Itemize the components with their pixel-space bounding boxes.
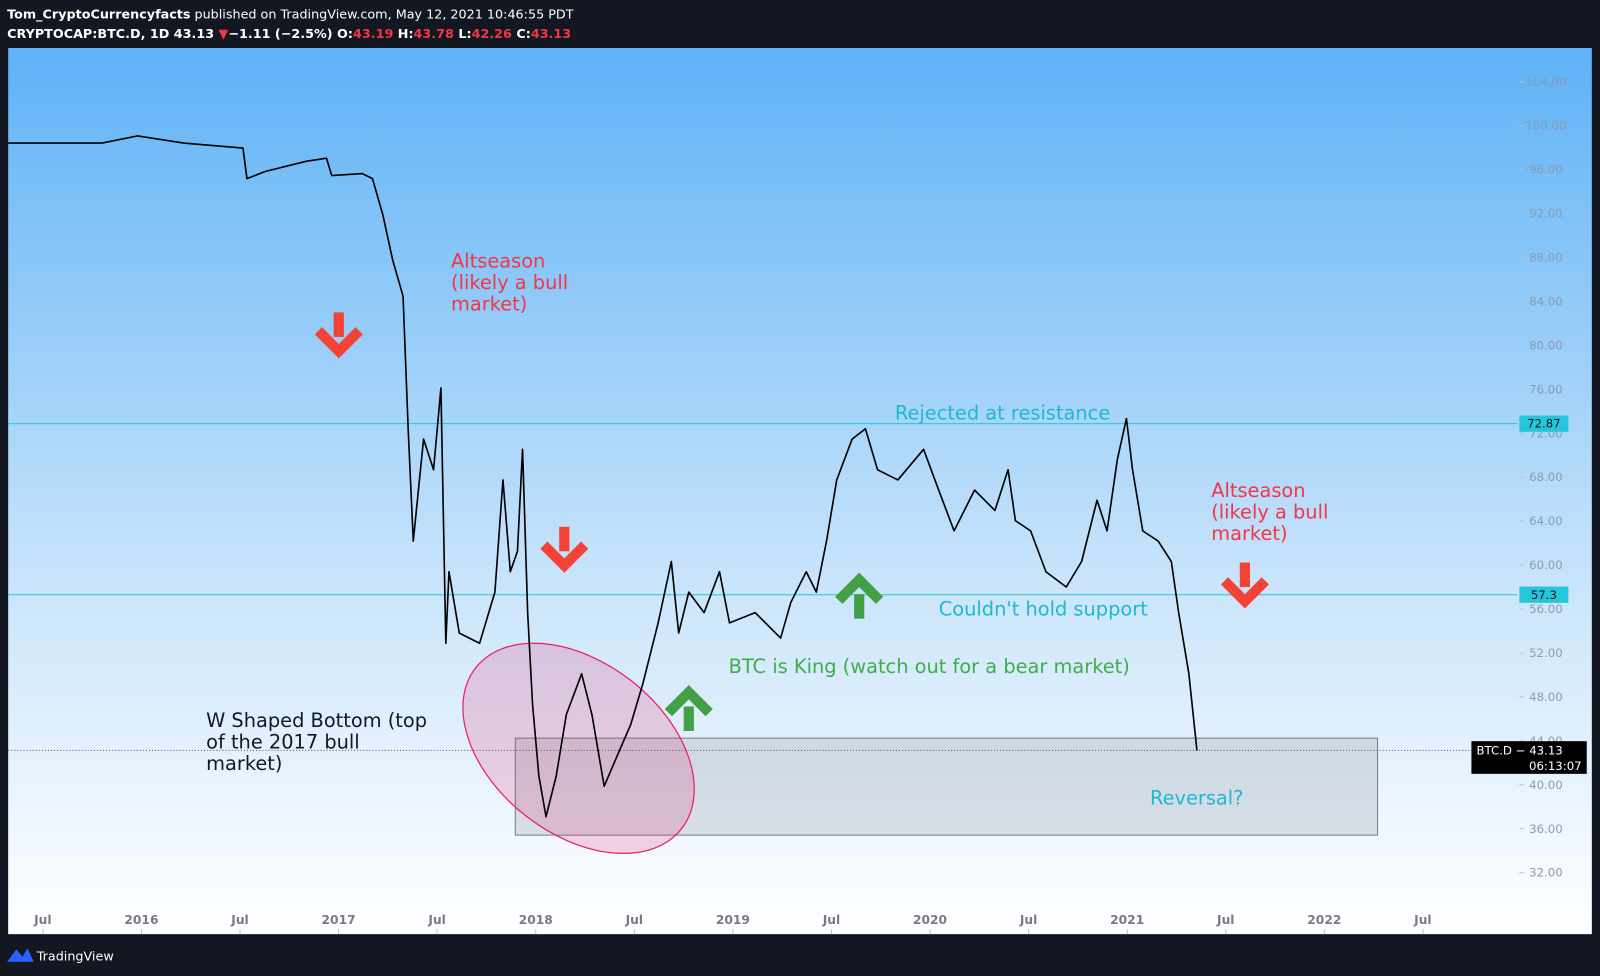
y-tick-label: 32.00 (1529, 866, 1563, 880)
x-tick-label: Jul (822, 913, 840, 927)
annotation-text: market) (206, 752, 282, 775)
level-label-box (1519, 415, 1569, 432)
annotation: BTC is King (watch out for a bear market… (729, 655, 1130, 678)
close: 43.13 (531, 27, 571, 42)
brand-logo (7, 948, 34, 962)
change: −1.11 (−2.5%) (228, 27, 332, 42)
y-tick-label: 92.00 (1529, 207, 1563, 221)
annotation-text: Altseason (451, 249, 545, 272)
x-tick-label: 2019 (716, 913, 750, 927)
y-tick-label: 104.00 (1525, 75, 1566, 89)
header-line: Tom_CryptoCurrencyfacts published on Tra… (7, 7, 574, 22)
y-tick-label: 68.00 (1529, 470, 1563, 484)
symbol: CRYPTOCAP:BTC.D, 1D (7, 27, 169, 42)
y-tick-label: 56.00 (1529, 602, 1563, 616)
level-label: 72.87 (1527, 417, 1561, 431)
c-label: C: (516, 27, 530, 42)
price-series (8, 135, 1198, 818)
l-label: L: (458, 27, 471, 42)
x-tick-label: Jul (1019, 913, 1037, 927)
last: 43.13 (174, 27, 214, 42)
y-tick-label: 64.00 (1529, 514, 1563, 528)
plot-background (8, 47, 1592, 935)
y-tick-label: 60.00 (1529, 558, 1563, 572)
level-label-box (1519, 586, 1569, 603)
price-label-box (1471, 741, 1587, 774)
annotation-text: Couldn't hold support (939, 598, 1148, 621)
x-tick-label: 2021 (1110, 913, 1144, 927)
annotation-text: BTC is King (watch out for a bear market… (729, 655, 1130, 678)
y-tick-label: 100.00 (1525, 119, 1566, 133)
y-tick-label: 52.00 (1529, 646, 1563, 660)
y-tick-label: 48.00 (1529, 690, 1563, 704)
annotation-text: of the 2017 bull (206, 730, 360, 753)
annotation-text: market) (451, 292, 527, 315)
y-tick-label: 96.00 (1529, 163, 1563, 177)
published: published on TradingView.com, May 12, 20… (190, 7, 573, 22)
x-tick-label: Jul (33, 913, 51, 927)
x-tick-label: Jul (230, 913, 248, 927)
h-label: H: (398, 27, 414, 42)
level-label: 57.3 (1531, 588, 1557, 602)
high: 43.78 (414, 27, 454, 42)
x-tick-label: Jul (625, 913, 643, 927)
quote-line: CRYPTOCAP:BTC.D, 1D 43.13 ▼−1.11 (−2.5%)… (7, 27, 571, 42)
x-tick-label: 2016 (124, 913, 158, 927)
x-tick-label: 2017 (322, 913, 356, 927)
annotation-text: (likely a bull (451, 271, 568, 294)
x-tick-label: Jul (1216, 913, 1234, 927)
annotation: Couldn't hold support (939, 598, 1148, 621)
price-label: BTC.D − 43.13 (1477, 743, 1563, 757)
annotation: Rejected at resistance (895, 402, 1110, 425)
annotation-text: W Shaped Bottom (top (206, 709, 427, 732)
annotation: Reversal? (1150, 786, 1243, 809)
marks: 32.0036.0040.0044.0048.0052.0056.0060.00… (8, 75, 1587, 935)
author: Tom_CryptoCurrencyfacts (7, 7, 190, 22)
x-tick-label: 2022 (1307, 913, 1341, 927)
x-tick-label: 2020 (913, 913, 947, 927)
annotation-text: market) (1211, 522, 1287, 545)
arrow: ▼ (219, 27, 229, 42)
y-tick-label: 84.00 (1529, 294, 1563, 308)
brand: TradingView (36, 950, 114, 965)
y-tick-label: 76.00 (1529, 382, 1563, 396)
highlight-ellipse (462, 642, 695, 855)
annotation-text: Rejected at resistance (895, 402, 1110, 425)
x-tick-label: Jul (427, 913, 445, 927)
range-box (514, 737, 1379, 836)
y-tick-label: 80.00 (1529, 338, 1563, 352)
y-tick-label: 88.00 (1529, 251, 1563, 265)
y-tick-label: 40.00 (1529, 778, 1563, 792)
o-label: O: (337, 27, 353, 42)
y-tick-label: 36.00 (1529, 822, 1563, 836)
annotation-text: Reversal? (1150, 786, 1243, 809)
open: 43.19 (353, 27, 393, 42)
x-tick-label: 2018 (519, 913, 553, 927)
x-tick-label: Jul (1413, 913, 1431, 927)
annotation-text: Altseason (1211, 479, 1305, 502)
annotation-text: (likely a bull (1211, 501, 1328, 524)
low: 42.26 (472, 27, 512, 42)
countdown: 06:13:07 (1529, 759, 1582, 773)
